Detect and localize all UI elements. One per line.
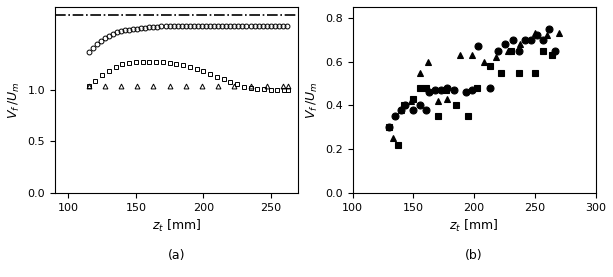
Text: (a): (a): [167, 249, 185, 262]
X-axis label: $z_t$ [mm]: $z_t$ [mm]: [449, 218, 499, 234]
Y-axis label: $V_f\,/U_m$: $V_f\,/U_m$: [305, 81, 320, 119]
X-axis label: $z_t$ [mm]: $z_t$ [mm]: [151, 218, 201, 234]
Y-axis label: $V_f\,/U_m$: $V_f\,/U_m$: [7, 81, 22, 119]
Text: (b): (b): [465, 249, 483, 262]
